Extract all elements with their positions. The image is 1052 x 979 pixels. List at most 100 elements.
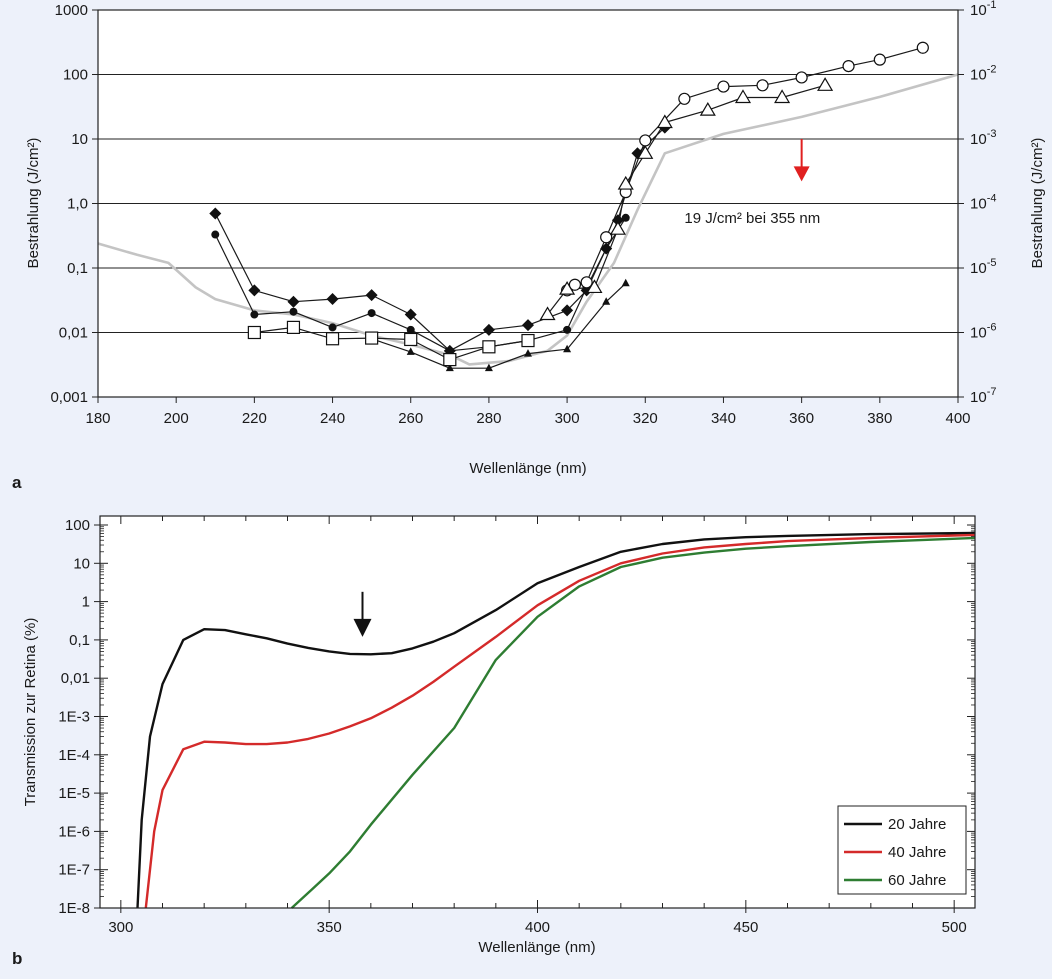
open-square-marker bbox=[482, 340, 496, 354]
panel-b-series-line-2 bbox=[290, 536, 976, 909]
panel-a-x-tick-label: 380 bbox=[867, 410, 892, 427]
panel-b-ticks: 1E-8 1E-7 1E-6 1E-5 1E-4 1E-3 0,01 0,1 1 10 100 300… bbox=[58, 516, 975, 936]
panel-b-x-tick-label: 300 bbox=[108, 919, 133, 936]
panel-b-y-tick-label: 0,01 bbox=[61, 670, 90, 687]
panel-a-annotation: 19 J/cm² bei 355 nm bbox=[684, 210, 820, 227]
panel-a-gray-curve bbox=[97, 73, 959, 366]
panel-a-y-axis-label: Bestrahlung (J/cm²) bbox=[25, 138, 42, 269]
panel-b-y-tick-label: 1E-8 bbox=[58, 900, 90, 917]
panel-a-y-tick-label: 0,1 bbox=[67, 260, 88, 277]
filled-circle-marker bbox=[621, 213, 630, 222]
panel-b-x-axis-label: Wellenlänge (nm) bbox=[478, 939, 595, 956]
open-circle-marker bbox=[756, 79, 769, 92]
filled-circle-marker bbox=[602, 244, 611, 253]
open-square-marker bbox=[521, 333, 535, 348]
open-square-marker bbox=[404, 332, 418, 347]
panel-b-y-tick-label: 0,1 bbox=[69, 632, 90, 649]
open-circle-marker bbox=[916, 41, 929, 54]
panel-a-y2-axis-label: Bestrahlung (J/cm²) bbox=[1029, 138, 1046, 269]
panel-a-y2-tick-label: 10-1 bbox=[970, 0, 996, 19]
panel-a-y2-tick-label: 10-2 bbox=[970, 64, 996, 84]
panel-b: 1E-8 1E-7 1E-6 1E-5 1E-4 1E-3 0,01 0,1 1 10 100 300… bbox=[12, 515, 976, 968]
panel-b-y-tick-label: 1E-4 bbox=[58, 747, 90, 764]
diamond-marker bbox=[522, 319, 534, 332]
panel-b-x-tick-label: 400 bbox=[525, 919, 550, 936]
filled-triangle-marker bbox=[484, 363, 493, 372]
panel-a-x-tick-label: 360 bbox=[789, 410, 814, 427]
panel-a-y-tick-label: 1,0 bbox=[67, 196, 88, 213]
open-circle-marker bbox=[795, 71, 808, 84]
open-triangle-marker bbox=[586, 279, 603, 294]
panel-a-y2-tick-label: 10-3 bbox=[970, 128, 996, 148]
filled-circle-marker bbox=[563, 325, 572, 334]
filled-triangle-marker bbox=[445, 363, 454, 372]
panel-a-x-tick-label: 240 bbox=[320, 410, 345, 427]
panel-b-series bbox=[136, 531, 976, 909]
panel-a-y-tick-label: 0,01 bbox=[59, 325, 88, 342]
legend-label: 60 Jahre bbox=[888, 872, 946, 889]
filled-circle-marker bbox=[289, 307, 298, 316]
open-triangle-marker bbox=[637, 145, 654, 159]
panel-a-x-tick-label: 300 bbox=[555, 410, 580, 427]
panel-a-y2-tick-label: 10-5 bbox=[970, 257, 996, 277]
open-circle-marker bbox=[639, 134, 652, 147]
open-square-marker bbox=[443, 353, 457, 367]
diamond-marker bbox=[611, 214, 624, 227]
panel-b-y-tick-label: 1E-7 bbox=[58, 862, 90, 879]
open-triangle-marker bbox=[559, 280, 576, 295]
diamond-marker bbox=[404, 308, 417, 321]
legend-label: 40 Jahre bbox=[888, 844, 946, 861]
filled-triangle-marker bbox=[524, 349, 532, 357]
panel-b-letter: b bbox=[12, 949, 22, 968]
diamond-marker bbox=[248, 284, 261, 297]
open-circle-marker bbox=[717, 80, 730, 93]
panel-b-y-axis-label: Transmission zur Retina (%) bbox=[22, 618, 39, 807]
panel-a: 180 200 220 240 260 280 300 320 340 360 380 400 0,00… bbox=[12, 0, 1046, 492]
diamond-marker bbox=[561, 304, 574, 317]
panel-b-plot-area bbox=[100, 516, 975, 908]
open-square-marker bbox=[325, 332, 340, 346]
filled-circle-marker bbox=[445, 346, 454, 355]
panel-b-y-tick-label: 1E-6 bbox=[58, 823, 90, 840]
filled-triangle-marker bbox=[621, 278, 630, 287]
panel-a-x-tick-label: 180 bbox=[85, 410, 110, 427]
filled-circle-marker bbox=[406, 325, 415, 334]
panel-a-gray-line bbox=[97, 73, 959, 366]
open-circle-marker bbox=[580, 276, 593, 289]
open-triangle-marker bbox=[699, 101, 716, 116]
panel-a-letter: a bbox=[12, 473, 22, 492]
open-circle-marker bbox=[842, 59, 855, 73]
panel-a-y-tick-label: 10 bbox=[71, 131, 88, 148]
open-triangle-marker bbox=[817, 77, 834, 91]
panel-b-legend: 20 Jahre 40 Jahre 60 Jahre bbox=[837, 805, 967, 895]
panel-a-x-tick-label: 400 bbox=[945, 410, 970, 427]
black-arrow-head bbox=[353, 618, 372, 637]
open-triangle-marker bbox=[539, 306, 556, 321]
filled-triangle-marker bbox=[406, 347, 415, 355]
open-triangle-marker bbox=[609, 220, 626, 235]
panel-b-y-tick-label: 100 bbox=[65, 517, 90, 534]
panel-b-x-tick-label: 450 bbox=[733, 919, 758, 936]
filled-triangle-marker bbox=[602, 297, 611, 305]
open-square-marker bbox=[247, 325, 261, 340]
panel-a-x-tick-label: 200 bbox=[164, 410, 189, 427]
panel-a-x-tick-label: 280 bbox=[476, 410, 501, 427]
diamond-marker bbox=[365, 289, 378, 302]
panel-b-y-tick-label: 10 bbox=[73, 555, 90, 572]
open-circle-marker bbox=[568, 278, 582, 291]
panel-b-y-tick-label: 1E-5 bbox=[58, 785, 90, 802]
panel-a-ticks: 180 200 220 240 260 280 300 320 340 360 380 400 0,00… bbox=[50, 0, 996, 427]
panel-a-y2-tick-label: 10-7 bbox=[970, 386, 996, 406]
panel-a-y-tick-label: 0,001 bbox=[50, 389, 88, 406]
open-circle-marker bbox=[678, 92, 691, 105]
open-triangle-marker bbox=[617, 175, 634, 190]
panel-b-y-tick-label: 1 bbox=[82, 594, 90, 611]
filled-circle-marker bbox=[328, 323, 337, 332]
panel-a-series-line-2 bbox=[371, 282, 627, 369]
diamond-marker bbox=[287, 295, 300, 308]
panel-a-red-arrow bbox=[793, 139, 810, 182]
panel-b-x-tick-label: 350 bbox=[317, 919, 342, 936]
open-circle-marker bbox=[600, 231, 613, 244]
open-triangle-marker bbox=[656, 114, 673, 129]
